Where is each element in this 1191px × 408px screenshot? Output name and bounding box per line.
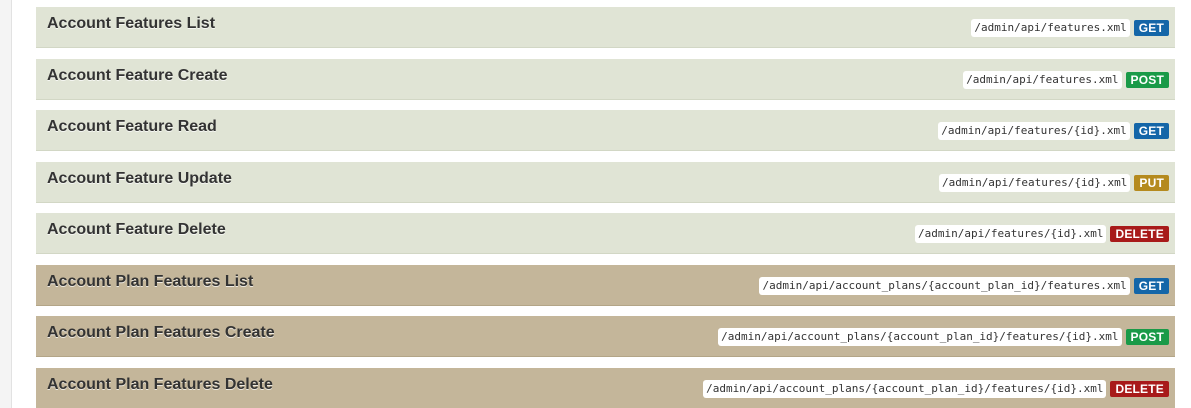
endpoint-title[interactable]: Account Feature Delete <box>47 221 226 238</box>
endpoint-meta: /admin/api/account_plans/{account_plan_i… <box>759 276 1169 295</box>
endpoint-row-account-features-list[interactable]: Account Features List /admin/api/feature… <box>36 7 1175 48</box>
endpoint-path[interactable]: /admin/api/account_plans/{account_plan_i… <box>718 328 1122 346</box>
endpoint-title[interactable]: Account Plan Features List <box>47 272 254 290</box>
endpoint-path[interactable]: /admin/api/features.xml <box>963 70 1122 89</box>
http-method-badge[interactable]: GET <box>1133 277 1169 294</box>
endpoint-row-account-feature-update[interactable]: Account Feature Update /admin/api/featur… <box>36 161 1175 203</box>
http-method-badge[interactable]: PUT <box>1134 174 1169 191</box>
endpoint-row-account-feature-create[interactable]: Account Feature Create /admin/api/featur… <box>36 58 1175 100</box>
endpoint-path[interactable]: /admin/api/account_plans/{account_plan_i… <box>703 379 1107 398</box>
http-method-badge[interactable]: DELETE <box>1110 380 1169 397</box>
http-method-badge[interactable]: GET <box>1133 123 1169 139</box>
http-method-badge[interactable]: POST <box>1125 71 1169 88</box>
endpoint-path[interactable]: /admin/api/features/{id}.xml <box>938 122 1130 140</box>
endpoint-path[interactable]: /admin/api/features/{id}.xml <box>938 173 1131 192</box>
endpoint-title[interactable]: Account Plan Features Delete <box>47 375 273 393</box>
endpoint-meta: /admin/api/features/{id}.xml DELETE <box>915 225 1169 243</box>
endpoint-row-account-plan-features-delete[interactable]: Account Plan Features Delete /admin/api/… <box>36 367 1175 408</box>
endpoint-meta: /admin/api/features/{id}.xml GET <box>938 122 1169 140</box>
endpoint-row-account-plan-features-create[interactable]: Account Plan Features Create /admin/api/… <box>36 316 1175 357</box>
endpoint-meta: /admin/api/account_plans/{account_plan_i… <box>718 328 1169 346</box>
endpoint-title[interactable]: Account Plan Features Create <box>47 324 275 341</box>
endpoint-path[interactable]: /admin/api/features.xml <box>971 19 1130 37</box>
endpoint-meta: /admin/api/features.xml POST <box>963 70 1169 89</box>
endpoint-title[interactable]: Account Features List <box>47 15 216 32</box>
http-method-badge[interactable]: POST <box>1125 329 1169 345</box>
endpoint-path[interactable]: /admin/api/features/{id}.xml <box>915 225 1107 243</box>
endpoint-path[interactable]: /admin/api/account_plans/{account_plan_i… <box>759 276 1130 295</box>
endpoint-meta: /admin/api/features.xml GET <box>971 19 1169 37</box>
endpoint-title[interactable]: Account Feature Read <box>47 118 217 135</box>
http-method-badge[interactable]: GET <box>1133 20 1169 36</box>
endpoint-row-account-plan-features-list[interactable]: Account Plan Features List /admin/api/ac… <box>36 264 1175 306</box>
endpoint-title[interactable]: Account Feature Update <box>47 169 232 187</box>
left-sidebar-edge <box>0 0 12 408</box>
endpoint-row-account-feature-read[interactable]: Account Feature Read /admin/api/features… <box>36 110 1175 151</box>
endpoint-row-account-feature-delete[interactable]: Account Feature Delete /admin/api/featur… <box>36 213 1175 254</box>
endpoint-meta: /admin/api/account_plans/{account_plan_i… <box>703 379 1169 398</box>
http-method-badge[interactable]: DELETE <box>1110 226 1169 242</box>
endpoint-title[interactable]: Account Feature Create <box>47 66 228 84</box>
endpoint-meta: /admin/api/features/{id}.xml PUT <box>938 173 1169 192</box>
endpoint-list: Account Features List /admin/api/feature… <box>36 7 1175 408</box>
